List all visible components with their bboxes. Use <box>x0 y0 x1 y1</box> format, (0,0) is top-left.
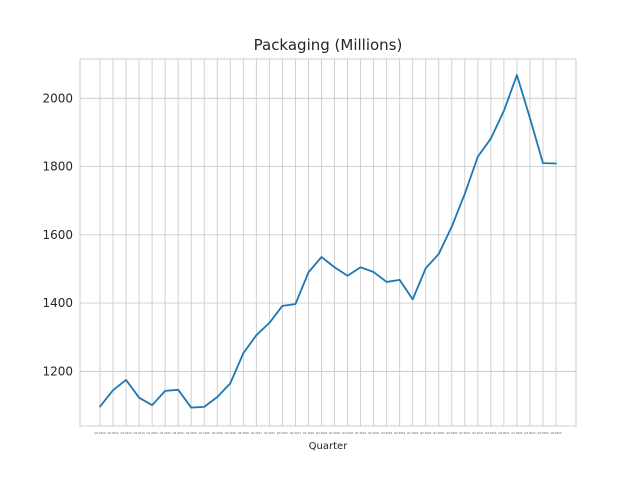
x-tick-label: Q3 2021 <box>485 431 496 435</box>
data-point <box>151 404 153 406</box>
data-point <box>242 352 244 354</box>
data-point <box>177 389 179 391</box>
x-tick-label: Q4 2017 <box>290 431 301 435</box>
data-point <box>203 406 205 408</box>
x-tick-label: Q2 2019 <box>368 431 379 435</box>
x-tick-label: Q1 2014 <box>94 431 105 435</box>
x-tick-label: Q4 2019 <box>394 431 405 435</box>
x-tick-label: Q3 2016 <box>225 431 236 435</box>
x-tick-label: Q1 2022 <box>511 431 522 435</box>
y-tick-label: 1400 <box>42 296 73 310</box>
x-tick-label: Q3 2022 <box>537 431 548 435</box>
y-tick-label: 2000 <box>42 91 73 105</box>
x-tick-label: Q1 2019 <box>355 431 366 435</box>
data-point <box>164 390 166 392</box>
x-axis-ticks: Q1 2014 Q2 2014 Q3 2014 Q4 2014 Q1 2015 Q2 20… <box>94 431 561 435</box>
x-tick-label: Q1 2020 <box>407 431 418 435</box>
x-tick-label: Q2 2022 <box>524 431 535 435</box>
data-point <box>477 155 479 157</box>
x-tick-label: Q3 2015 <box>173 431 184 435</box>
x-tick-label: Q3 2019 <box>381 431 392 435</box>
x-tick-label: Q4 2018 <box>342 431 353 435</box>
data-point <box>503 110 505 112</box>
x-tick-label: Q3 2020 <box>433 431 444 435</box>
x-tick-label: Q1 2018 <box>303 431 314 435</box>
data-point <box>542 162 544 164</box>
data-point <box>385 281 387 283</box>
data-point <box>529 117 531 119</box>
x-tick-label: Q4 2020 <box>446 431 457 435</box>
x-tick-label: Q2 2014 <box>107 431 118 435</box>
data-point <box>451 225 453 227</box>
x-tick-label: Q2 2021 <box>472 431 483 435</box>
x-tick-label: Q4 2021 <box>498 431 509 435</box>
data-point <box>425 267 427 269</box>
x-tick-label: Q3 2018 <box>329 431 340 435</box>
data-point <box>255 334 257 336</box>
data-point <box>516 74 518 76</box>
x-tick-label: Q3 2014 <box>120 431 131 435</box>
chart-title: Packaging (Millions) <box>254 36 403 54</box>
data-point <box>398 279 400 281</box>
x-tick-label: Q2 2020 <box>420 431 431 435</box>
data-point <box>372 271 374 273</box>
data-point <box>281 305 283 307</box>
x-tick-label: Q4 2014 <box>134 431 145 435</box>
data-point <box>359 266 361 268</box>
x-tick-label: Q4 2015 <box>186 431 197 435</box>
plot-area <box>79 58 577 427</box>
x-tick-label: Q4 2022 <box>550 431 561 435</box>
y-tick-label: 1600 <box>42 228 73 242</box>
x-tick-label: Q2 2015 <box>160 431 171 435</box>
data-point <box>99 405 101 407</box>
data-point <box>464 193 466 195</box>
series-layer <box>99 74 557 409</box>
x-tick-label: Q1 2015 <box>147 431 158 435</box>
x-tick-label: Q2 2017 <box>264 431 275 435</box>
data-point <box>138 396 140 398</box>
x-tick-label: Q2 2018 <box>316 431 327 435</box>
data-point <box>125 379 127 381</box>
x-tick-label: Q4 2016 <box>238 431 249 435</box>
y-tick-label: 1800 <box>42 160 73 174</box>
data-point <box>112 389 114 391</box>
x-tick-label: Q3 2017 <box>277 431 288 435</box>
data-point <box>307 271 309 273</box>
data-point <box>294 303 296 305</box>
data-point <box>555 162 557 164</box>
data-point <box>190 406 192 408</box>
grid <box>80 59 576 426</box>
series-line <box>99 74 557 409</box>
x-tick-label: Q1 2021 <box>459 431 470 435</box>
x-tick-label: Q1 2017 <box>251 431 262 435</box>
data-point <box>438 253 440 255</box>
data-point <box>320 256 322 258</box>
y-axis-ticks: 1200 1400 1600 1800 2000 <box>42 91 73 378</box>
data-point <box>333 266 335 268</box>
data-point <box>216 396 218 398</box>
data-point <box>346 275 348 277</box>
data-point <box>490 137 492 139</box>
data-point <box>268 322 270 324</box>
data-point <box>411 298 413 300</box>
x-axis-label: Quarter <box>309 441 349 452</box>
x-tick-label: Q2 2016 <box>212 431 223 435</box>
data-point <box>229 382 231 384</box>
x-tick-label: Q1 2016 <box>199 431 210 435</box>
y-tick-label: 1200 <box>42 364 73 378</box>
